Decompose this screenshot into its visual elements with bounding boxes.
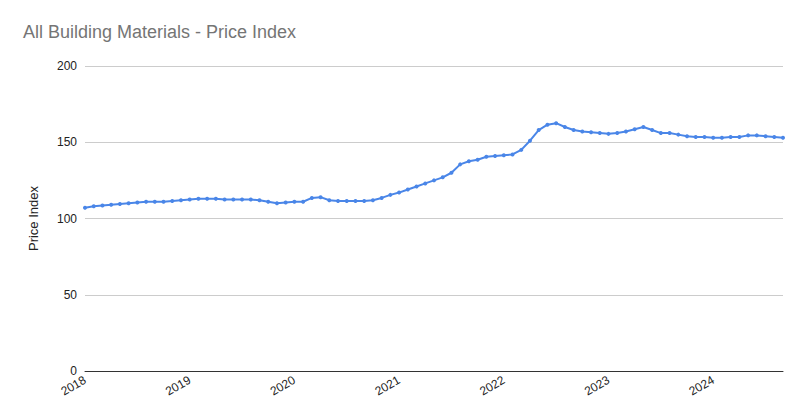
svg-text:2019: 2019 [163, 373, 193, 399]
svg-text:50: 50 [64, 288, 78, 302]
svg-text:100: 100 [57, 212, 77, 226]
svg-text:2024: 2024 [687, 373, 717, 399]
svg-text:2022: 2022 [477, 373, 507, 399]
svg-text:2018: 2018 [58, 373, 88, 399]
svg-text:All Building Materials - Price: All Building Materials - Price Index [23, 22, 296, 42]
svg-text:Price Index: Price Index [26, 185, 41, 251]
svg-text:200: 200 [57, 59, 77, 73]
svg-text:2020: 2020 [268, 373, 298, 399]
svg-text:150: 150 [57, 135, 77, 149]
svg-text:0: 0 [70, 364, 77, 378]
svg-text:2023: 2023 [582, 373, 612, 399]
svg-text:2021: 2021 [373, 373, 403, 399]
